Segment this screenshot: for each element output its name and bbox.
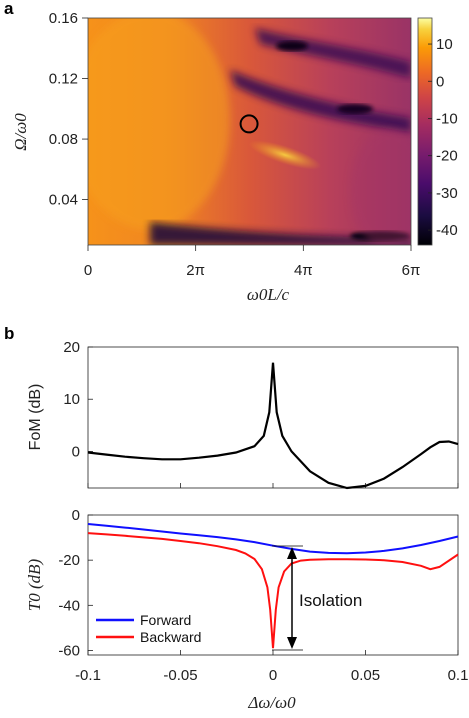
panel-label-a: a — [4, 0, 14, 18]
heatmap-frame — [87, 17, 412, 246]
t0-y-tick-label: -60 — [58, 642, 80, 659]
t0-y-tick-label: -20 — [58, 552, 80, 569]
heatmap-dark-band-upper — [255, 28, 411, 78]
heatmap-x-tick-label: 6π — [402, 262, 421, 279]
t0-x-tick-label: 0 — [269, 667, 277, 684]
legend-forward-label: Forward — [140, 612, 191, 628]
heatmap-x-tick-label: 4π — [294, 262, 313, 279]
heatmap-y-tick-label: 0.16 — [49, 10, 78, 27]
colorbar-tick-label: -40 — [436, 222, 458, 239]
backward-series-line — [87, 532, 459, 649]
heatmap-dark-spot-2 — [337, 104, 373, 114]
colorbar-tick-label: 0 — [436, 73, 444, 90]
t0-y-tick-label: 0 — [72, 507, 80, 524]
colorbar-tick-label: -20 — [436, 148, 458, 165]
legend-backward-label: Backward — [140, 629, 201, 645]
heatmap-magenta-haze — [350, 130, 411, 245]
t0-x-tick-label: -0.1 — [75, 667, 101, 684]
t0-axes: 0 -20 -40 -60 -0.1 -0.05 0 0.05 0.1 — [58, 507, 468, 684]
heatmap — [88, 18, 411, 245]
t0-x-tick-label: -0.05 — [163, 667, 197, 684]
t0-ylabel: T0 (dB) — [25, 558, 44, 611]
fom-y-tick-label: 10 — [63, 391, 80, 408]
fom-axes: 0 10 20 — [63, 339, 459, 488]
fom-series-line — [87, 362, 459, 490]
fom-ylabel: FoM (dB) — [27, 384, 44, 451]
heatmap-dark-band-lower — [150, 222, 411, 245]
heatmap-y-tick-label: 0.04 — [49, 192, 78, 209]
colorbar-tick-label: 10 — [436, 36, 453, 53]
fom-y-tick-label: 0 — [72, 443, 80, 460]
heatmap-xlabel: ω0L/c — [247, 285, 290, 304]
panel-label-b: b — [4, 324, 14, 343]
isolation-label: Isolation — [299, 591, 362, 610]
t0-x-tick-label: 0.1 — [448, 667, 469, 684]
heatmap-y-tick-label: 0.12 — [49, 71, 78, 88]
forward-series-line — [87, 523, 459, 555]
t0-y-tick-label: -40 — [58, 597, 80, 614]
colorbar-ticks: 10 0 -10 -20 -30 -40 — [428, 36, 458, 239]
isolation-arrow-head-up — [287, 547, 297, 559]
isolation-annotation: Isolation — [272, 545, 362, 651]
heatmap-dark-spot-1 — [276, 41, 308, 51]
legend: Forward Backward — [96, 612, 201, 645]
operating-point-marker — [239, 114, 259, 134]
heatmap-light-region — [88, 18, 230, 230]
colorbar-tick-label: -10 — [436, 110, 458, 127]
heatmap-y-tick-label: 0.08 — [49, 131, 78, 148]
heatmap-axes: 0 2π 4π 6π 0.04 0.08 0.12 0.16 — [49, 10, 421, 279]
t0-x-tick-label: 0.05 — [351, 667, 380, 684]
isolation-arrow-head-down — [287, 637, 297, 649]
heatmap-ylabel: Ω/ω0 — [11, 113, 30, 151]
colorbar-tick-label: -30 — [436, 185, 458, 202]
colorbar — [417, 17, 433, 246]
heatmap-x-tick-label: 2π — [186, 262, 205, 279]
heatmap-hot-ridge — [248, 140, 322, 170]
heatmap-dark-band-middle — [230, 70, 411, 132]
heatmap-x-tick-label: 0 — [84, 262, 92, 279]
t0-xlabel: Δω/ω0 — [247, 693, 296, 712]
fom-y-tick-label: 20 — [63, 339, 80, 356]
